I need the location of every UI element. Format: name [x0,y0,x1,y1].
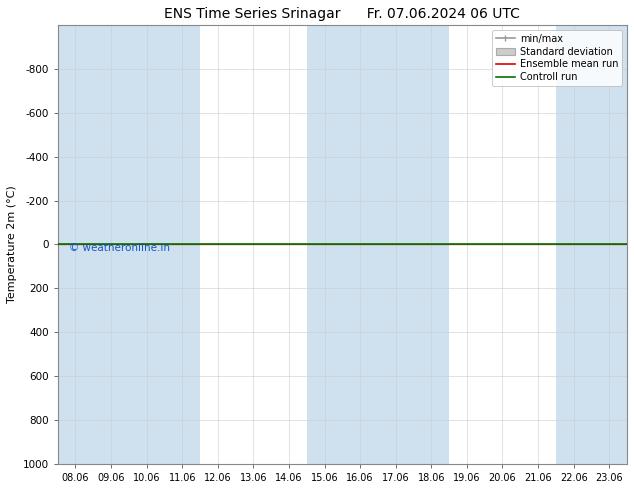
Bar [307,25,378,464]
Bar [556,25,627,464]
Bar [58,25,129,464]
Bar [129,25,200,464]
Bar [378,25,449,464]
Text: © weatheronline.in: © weatheronline.in [69,243,170,253]
Y-axis label: Temperature 2m (°C): Temperature 2m (°C) [7,186,17,303]
Legend: min/max, Standard deviation, Ensemble mean run, Controll run: min/max, Standard deviation, Ensemble me… [491,30,622,86]
Title: ENS Time Series Srinagar      Fr. 07.06.2024 06 UTC: ENS Time Series Srinagar Fr. 07.06.2024 … [164,7,521,21]
